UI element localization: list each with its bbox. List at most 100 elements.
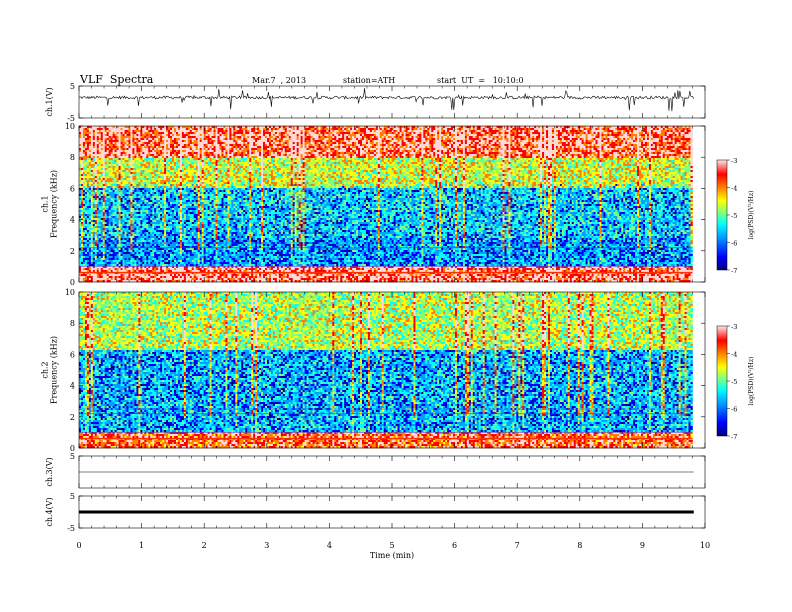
spectrogram-cell — [107, 254, 109, 256]
spectrogram-cell — [121, 238, 123, 240]
spectrogram-cell — [132, 184, 134, 186]
spectrogram-cell — [164, 142, 166, 144]
spectrogram-cell — [117, 204, 119, 206]
spectrogram-cell — [176, 262, 178, 264]
spectrogram-cell — [146, 210, 148, 212]
spectrogram-cell — [109, 228, 111, 230]
spectrogram-cell — [162, 152, 164, 154]
spectrogram-cell — [166, 144, 168, 146]
spectrogram-cell — [146, 182, 148, 184]
spectrogram-cell — [176, 226, 178, 228]
spectrogram-cell — [93, 174, 95, 176]
spectrogram-cell — [113, 232, 115, 234]
spectrogram-cell — [115, 142, 117, 144]
spectrogram-cell — [87, 178, 89, 180]
spectrogram-cell — [109, 234, 111, 236]
spectrogram-cell — [91, 260, 93, 262]
spectrogram-cell — [162, 142, 164, 144]
spectrogram-cell — [95, 168, 97, 170]
spectrogram-cell — [91, 262, 93, 264]
spectrogram-cell — [109, 132, 111, 134]
spectrogram-cell — [148, 212, 150, 214]
spectrogram-cell — [140, 224, 142, 226]
spectrogram-cell — [101, 210, 103, 212]
spectrogram-cell — [111, 218, 113, 220]
spectrogram-cell — [144, 250, 146, 252]
spectrogram-cell — [103, 224, 105, 226]
spectrogram-cell — [107, 164, 109, 166]
spectrogram-cell — [164, 204, 166, 206]
spectrogram-cell — [101, 268, 103, 270]
spectrogram-cell — [158, 192, 160, 194]
spectrogram-cell — [95, 148, 97, 150]
spectrogram-cell — [105, 248, 107, 250]
spectrogram-cell — [178, 256, 180, 258]
spectrogram-cell — [107, 220, 109, 222]
spectrogram-cell — [174, 220, 176, 222]
spectrogram-cell — [152, 192, 154, 194]
spectrogram-cell — [127, 256, 129, 258]
spectrogram-cell — [119, 212, 121, 214]
spectrogram-cell — [123, 214, 125, 216]
spectrogram-cell — [117, 142, 119, 144]
spectrogram-cell — [170, 152, 172, 154]
spectrogram-cell — [123, 168, 125, 170]
spectrogram-cell — [174, 154, 176, 156]
spectrogram-cell — [89, 268, 91, 270]
spectrogram-cell — [154, 154, 156, 156]
spectrogram-cell — [172, 222, 174, 224]
spectrogram-cell — [148, 222, 150, 224]
spectrogram-cell — [127, 238, 129, 240]
spectrogram-cell — [154, 132, 156, 134]
spectrogram-cell — [123, 174, 125, 176]
spectrogram-cell — [111, 262, 113, 264]
spectrogram-cell — [130, 268, 132, 270]
spectrogram-cell — [132, 262, 134, 264]
spectrogram-cell — [136, 254, 138, 256]
spectrogram-cell — [111, 206, 113, 208]
spectrogram-cell — [95, 200, 97, 202]
spectrogram-cell — [178, 164, 180, 166]
spectrogram-cell — [158, 198, 160, 200]
spectrogram-cell — [154, 206, 156, 208]
spectrogram-cell — [117, 216, 119, 218]
spectrogram-cell — [178, 156, 180, 158]
spectrogram-cell — [125, 138, 127, 140]
spectrogram-cell — [107, 226, 109, 228]
spectrogram-cell — [162, 198, 164, 200]
spectrogram-cell — [152, 200, 154, 202]
spectrogram-cell — [156, 180, 158, 182]
spectrogram-cell — [123, 258, 125, 260]
spectrogram-cell — [117, 164, 119, 166]
spectrogram-cell — [87, 130, 89, 132]
ch1-spectrogram-panel: 0246810ch.1 Frequency (kHz) — [41, 122, 706, 287]
spectrogram-cell — [85, 228, 87, 230]
spectrogram-cell — [164, 250, 166, 252]
spectrogram-cell — [160, 258, 162, 260]
spectrogram-cell — [97, 142, 99, 144]
spectrogram-cell — [91, 274, 93, 276]
spectrogram-cell — [93, 162, 95, 164]
spectrogram-cell — [134, 224, 136, 226]
spectrogram-cell — [89, 202, 91, 204]
spectrogram-cell — [172, 202, 174, 204]
spectrogram-cell — [125, 268, 127, 270]
spectrogram-cell — [136, 208, 138, 210]
spectrogram-cell — [138, 178, 140, 180]
spectrogram-cell — [99, 182, 101, 184]
spectrogram-cell — [125, 274, 127, 276]
spectrogram-cell — [87, 202, 89, 204]
spectrogram-cell — [170, 268, 172, 270]
spectrogram-cell — [83, 128, 85, 130]
spectrogram-cell — [136, 152, 138, 154]
spectrogram-cell — [89, 144, 91, 146]
spectrogram-cell — [103, 214, 105, 216]
spectrogram-cell — [99, 142, 101, 144]
spectrogram-cell — [166, 212, 168, 214]
spectrogram-cell — [97, 150, 99, 152]
spectrogram-cell — [91, 148, 93, 150]
spectrogram-cell — [107, 162, 109, 164]
spectrogram-cell — [162, 138, 164, 140]
spectrogram-cell — [170, 130, 172, 132]
spectrogram-cell — [140, 210, 142, 212]
